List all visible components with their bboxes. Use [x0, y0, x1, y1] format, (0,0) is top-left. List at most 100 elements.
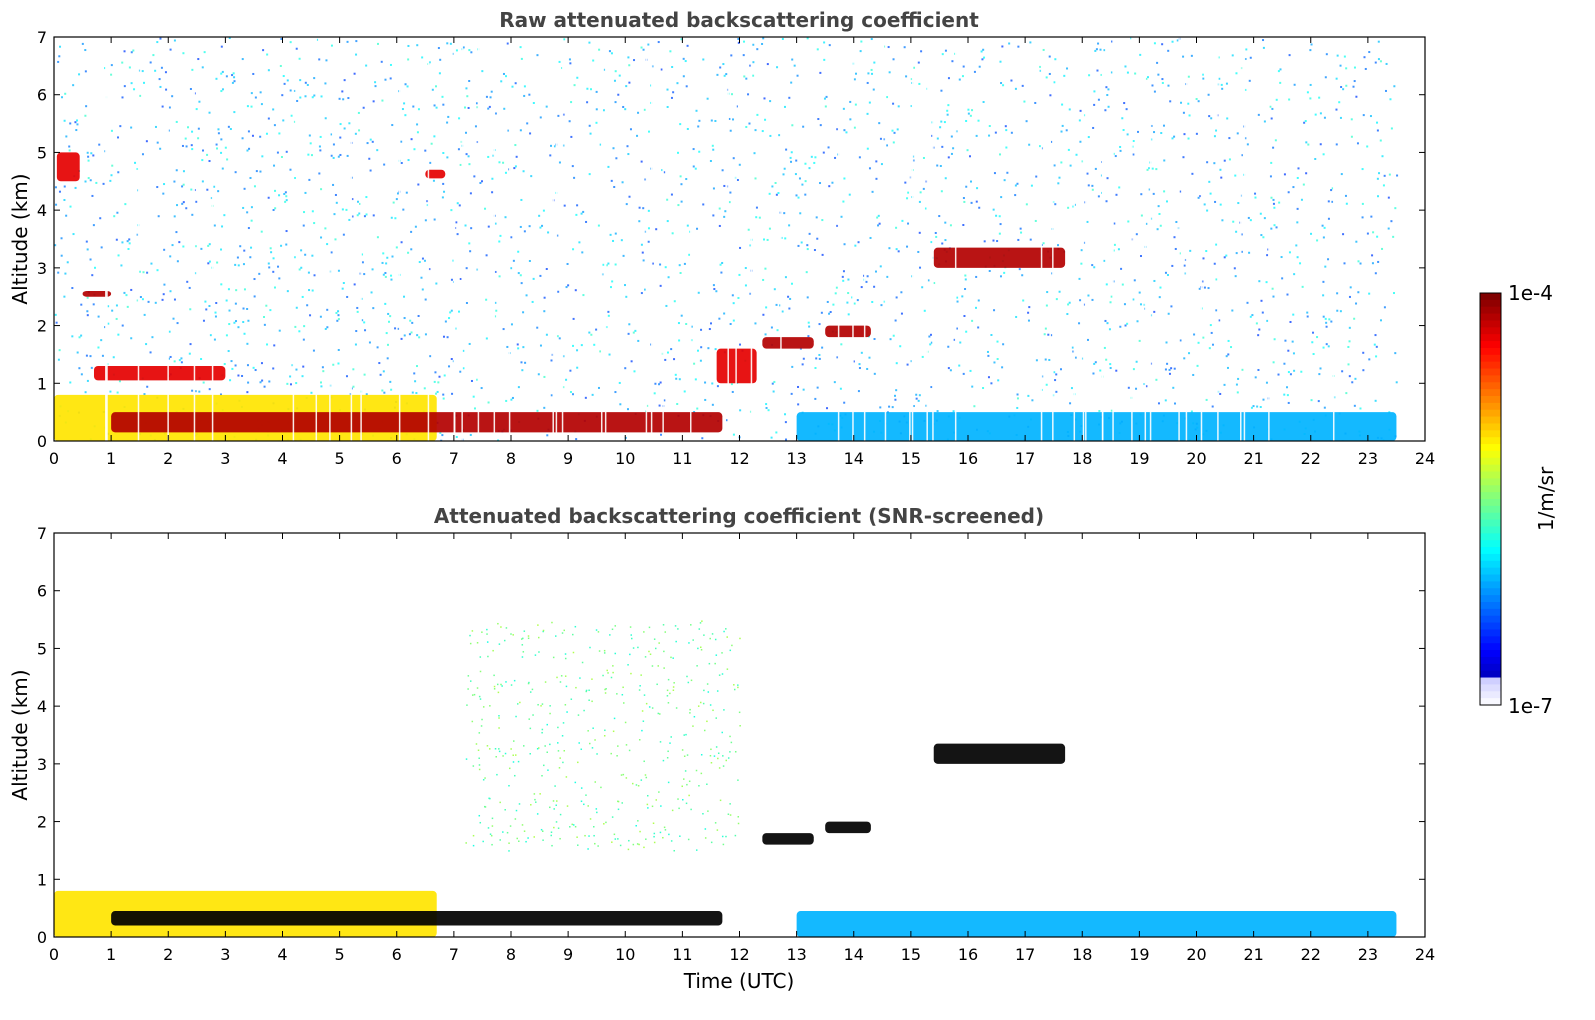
- noise-pixel: [247, 227, 250, 230]
- noise-pixel: [1057, 244, 1060, 247]
- noise-pixel: [868, 167, 871, 170]
- x-ticks-screened: 0 1 2 3 4 5 6 7 8 9 10 11 12 13 14 15 16 17 18 19 20 21 22 23 24: [49, 533, 1435, 964]
- noise-pixel: [490, 90, 493, 93]
- noise-pixel: [268, 266, 271, 269]
- noise-pixel: [975, 200, 978, 203]
- noise-pixel: [1093, 362, 1096, 365]
- noise-pixel: [1100, 73, 1103, 76]
- noise-pixel: [628, 81, 631, 84]
- speckle-pixel: [729, 814, 732, 816]
- noise-pixel: [776, 329, 779, 332]
- speckle-pixel: [499, 839, 501, 841]
- speckle-pixel: [564, 657, 567, 660]
- speckle-pixel: [498, 748, 500, 750]
- noise-pixel: [380, 60, 383, 63]
- noise-pixel: [962, 65, 965, 68]
- colorbar-gradient: [1480, 293, 1501, 706]
- noise-pixel: [208, 243, 211, 246]
- noise-pixel: [1381, 247, 1384, 250]
- noise-pixel: [622, 254, 625, 257]
- noise-pixel: [1257, 113, 1260, 116]
- noise-pixel: [404, 114, 407, 117]
- x-tick-label: 6: [392, 945, 402, 964]
- noise-pixel: [764, 118, 767, 121]
- noise-pixel: [1000, 196, 1003, 199]
- noise-pixel: [485, 298, 488, 301]
- noise-pixel: [1166, 362, 1169, 365]
- noise-pixel: [1027, 394, 1030, 397]
- noise-pixel: [640, 160, 643, 163]
- noise-pixel: [565, 286, 568, 289]
- speckle-pixel: [525, 840, 527, 843]
- noise-pixel: [730, 54, 733, 57]
- noise-pixel: [236, 256, 239, 259]
- noise-pixel: [915, 393, 918, 396]
- speckle-pixel: [703, 634, 705, 636]
- speckle-pixel: [710, 748, 712, 751]
- noise-pixel: [161, 105, 164, 108]
- noise-pixel: [609, 286, 612, 289]
- noise-pixel: [874, 270, 877, 273]
- noise-pixel: [878, 222, 881, 225]
- y-tick-label: 4: [37, 201, 47, 220]
- speckle-pixel: [546, 751, 548, 754]
- speckle-pixel: [727, 813, 730, 815]
- noise-pixel: [403, 334, 406, 337]
- speckle-pixel: [706, 783, 708, 786]
- noise-pixel: [519, 225, 522, 228]
- speckle-pixel: [594, 739, 596, 741]
- noise-pixel: [1260, 234, 1263, 237]
- speckle-pixel: [723, 709, 725, 711]
- speckle-pixel: [537, 747, 540, 749]
- noise-pixel: [428, 61, 431, 64]
- noise-pixel: [1366, 232, 1369, 235]
- speckle-pixel: [489, 833, 492, 835]
- noise-pixel: [418, 261, 421, 264]
- noise-pixel: [1060, 130, 1063, 133]
- speckle-pixel: [467, 675, 470, 677]
- colorbar-band: [1480, 588, 1501, 596]
- noise-pixel: [1017, 45, 1020, 48]
- speckle-pixel: [522, 651, 525, 653]
- noise-pixel: [714, 348, 717, 351]
- noise-pixel: [918, 231, 921, 234]
- noise-pixel: [849, 100, 852, 103]
- noise-pixel: [463, 106, 466, 109]
- speckle-pixel: [603, 735, 606, 737]
- noise-pixel: [1318, 96, 1321, 99]
- noise-pixel: [295, 47, 298, 50]
- noise-pixel: [644, 288, 647, 291]
- noise-pixel: [547, 231, 550, 234]
- speckle-pixel: [709, 637, 711, 640]
- noise-pixel: [642, 48, 645, 51]
- noise-pixel: [1272, 361, 1275, 364]
- noise-pixel: [625, 203, 628, 206]
- noise-pixel: [666, 351, 669, 354]
- noise-pixel: [797, 403, 800, 406]
- noise-pixel: [771, 185, 774, 188]
- noise-pixel: [694, 167, 697, 170]
- x-axis-label: Time (UTC): [683, 969, 795, 993]
- noise-pixel: [1219, 203, 1222, 206]
- speckle-pixel: [537, 636, 540, 639]
- noise-pixel: [357, 111, 360, 114]
- noise-pixel: [104, 67, 107, 70]
- noise-pixel: [993, 309, 996, 312]
- noise-pixel: [1078, 277, 1081, 280]
- noise-pixel: [545, 105, 548, 108]
- noise-pixel: [528, 225, 531, 228]
- noise-pixel: [1293, 83, 1296, 86]
- noise-pixel: [472, 395, 475, 398]
- speckle-pixel: [616, 693, 618, 695]
- speckle-pixel: [722, 765, 725, 767]
- x-tick-label: 20: [1186, 449, 1206, 468]
- noise-pixel: [191, 213, 194, 216]
- noise-pixel: [116, 391, 119, 394]
- noise-pixel: [1072, 350, 1075, 353]
- noise-pixel: [390, 216, 393, 219]
- speckle-pixel: [594, 781, 597, 783]
- x-tick-label: 0: [49, 945, 59, 964]
- speckle-pixel: [605, 688, 607, 690]
- noise-pixel: [702, 58, 705, 61]
- speckle-pixel: [704, 837, 707, 839]
